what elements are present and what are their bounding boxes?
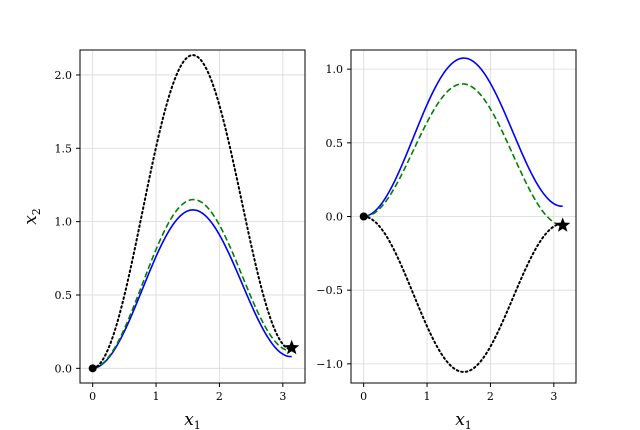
series-line-dashed xyxy=(92,198,292,370)
x-tick-label: 2 xyxy=(216,390,223,403)
x-tick-label: 0 xyxy=(89,390,96,403)
left-panel: 0 1 2 3 0.0 0.5 1.0 1.5 2.0 x1 x2 xyxy=(21,49,306,430)
x-tick-label: 3 xyxy=(550,390,557,403)
y-tick-label: 0.0 xyxy=(326,211,344,224)
y-tick-label: −1.0 xyxy=(316,358,343,371)
y-tick-label: 1.0 xyxy=(326,63,344,76)
y-tick-label: 0.5 xyxy=(55,289,73,302)
series-line-dotted xyxy=(91,54,293,370)
x-tick-label: 2 xyxy=(487,390,494,403)
x-tick-label: 1 xyxy=(424,390,431,403)
y-tick-label: −0.5 xyxy=(316,284,343,297)
x-axis-label: x1 xyxy=(455,410,472,430)
y-tick-label: 2.0 xyxy=(55,69,73,82)
series-line-solid xyxy=(363,57,563,218)
y-tick-label: 1.5 xyxy=(55,142,73,155)
x-axis-label: x1 xyxy=(184,410,201,430)
y-axis-label: x2 xyxy=(21,208,43,225)
y-tick-label: 0.5 xyxy=(326,137,344,150)
x-tick-label: 1 xyxy=(153,390,160,403)
x-tick-label: 3 xyxy=(279,390,286,403)
y-tick-label: 1.0 xyxy=(55,216,73,229)
end-point-star-marker xyxy=(555,217,571,232)
x-tick-label: 0 xyxy=(360,390,367,403)
series-line-dotted xyxy=(362,215,564,373)
series-line-solid xyxy=(92,209,292,370)
start-point-marker xyxy=(359,212,368,221)
right-panel: 0 1 2 3 −1.0 −0.5 0.0 0.5 1.0 x1 xyxy=(316,49,577,430)
series-line-dashed xyxy=(363,83,563,227)
axes-frame xyxy=(79,49,306,384)
start-point-marker xyxy=(88,364,97,373)
y-tick-label: 0.0 xyxy=(55,362,73,375)
end-point-star-marker xyxy=(284,339,300,355)
